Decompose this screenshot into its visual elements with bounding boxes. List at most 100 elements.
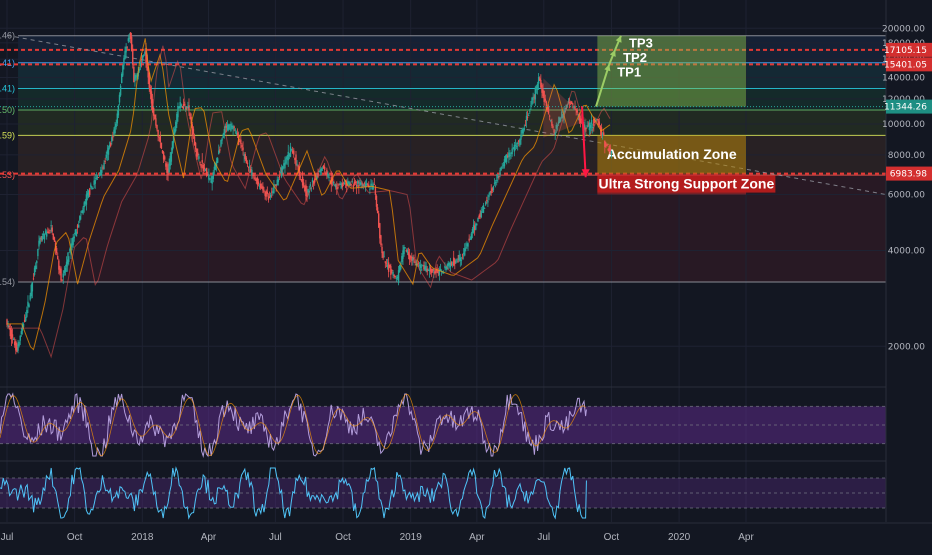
candle-body	[26, 310, 28, 317]
candle-body	[576, 110, 578, 113]
candle-body	[289, 146, 292, 157]
candle-body	[609, 148, 612, 153]
candle-body	[373, 184, 375, 185]
candle-body	[20, 331, 23, 335]
candle-body	[269, 194, 272, 197]
candle-body	[475, 223, 477, 230]
candle-body	[516, 142, 519, 144]
candle-body	[284, 162, 286, 169]
candle-body	[215, 161, 218, 167]
candle-body	[66, 259, 69, 265]
candle-body	[68, 256, 70, 262]
fib-level-label: 0.382(9206.59)	[0, 130, 15, 140]
candle-body	[178, 106, 180, 108]
candle-body	[9, 328, 12, 337]
candle-body	[407, 252, 410, 256]
candle-body	[29, 295, 31, 300]
candle-body	[64, 267, 67, 272]
candle-body	[565, 104, 567, 110]
candle-body	[391, 270, 393, 272]
candle-body	[291, 150, 294, 153]
candle-body	[389, 264, 391, 268]
candle-body	[93, 180, 95, 186]
candle-body	[160, 142, 163, 149]
candle-body	[417, 262, 420, 264]
candle-body	[332, 181, 335, 184]
candle-body	[175, 122, 177, 131]
candle-body	[414, 261, 416, 264]
candle-body	[432, 269, 434, 272]
time-tick-label: Oct	[67, 532, 83, 543]
candle-body	[187, 106, 189, 109]
candle-body	[498, 176, 500, 177]
candle-body	[194, 142, 197, 150]
candle-body	[143, 54, 145, 56]
candle-body	[531, 97, 533, 105]
candle-body	[425, 265, 427, 272]
candle-body	[282, 166, 284, 170]
candle-body	[383, 256, 385, 258]
fib-level-label: 0.786(15574.41)	[0, 58, 15, 68]
candle-body	[545, 101, 548, 109]
candle-body	[454, 260, 456, 264]
target-label-tp2: TP2	[623, 50, 647, 65]
target-zone	[597, 35, 746, 107]
candle-body	[366, 184, 369, 186]
candle-body	[240, 139, 242, 144]
candle-body	[117, 105, 120, 116]
candle-body	[244, 154, 246, 160]
candle-body	[267, 196, 270, 200]
candle-body	[111, 137, 113, 142]
candle-body	[268, 196, 271, 198]
price-level-badge	[886, 42, 932, 57]
candle-body	[72, 237, 74, 245]
candle-body	[202, 164, 205, 171]
candle-body	[69, 248, 71, 252]
projection-arrowhead	[615, 35, 622, 43]
candle-body	[569, 102, 572, 104]
candle-body	[44, 231, 47, 234]
candle-body	[594, 120, 596, 122]
candle-body	[199, 161, 201, 164]
candle-body	[448, 263, 450, 266]
candle-body	[203, 167, 206, 169]
candle-body	[580, 118, 583, 120]
candle-body	[534, 87, 537, 100]
candle-body	[293, 150, 295, 155]
candle-body	[209, 178, 211, 180]
candle-body	[558, 117, 561, 123]
projection-path	[595, 64, 611, 107]
candle-body	[273, 185, 275, 194]
candle-body	[579, 118, 582, 123]
candle-body	[599, 125, 602, 129]
candle-body	[543, 90, 545, 102]
candle-body	[587, 125, 589, 127]
candle-body	[539, 78, 541, 81]
time-tick-label: Apr	[469, 532, 485, 543]
fib-level-label: 0.618(12926.41)	[0, 84, 15, 94]
down-arrowhead	[581, 169, 590, 178]
candle-body	[472, 224, 475, 233]
candle-body	[10, 329, 13, 339]
candle-body	[438, 269, 441, 276]
current-price-badge-text: 11344.26	[884, 103, 927, 113]
candle-body	[232, 126, 234, 130]
candle-body	[159, 135, 162, 143]
candle-body	[193, 136, 196, 146]
candle-body	[266, 191, 269, 195]
candle-body	[224, 125, 227, 128]
candle-body	[243, 155, 245, 156]
candle-body	[325, 172, 327, 175]
candle-body	[135, 74, 137, 79]
candle-body	[573, 107, 575, 109]
candle-body	[426, 268, 428, 272]
candle-body	[528, 115, 530, 116]
candle-body	[86, 192, 89, 196]
candle-body	[482, 205, 485, 213]
candle-body	[418, 264, 421, 266]
candle-body	[191, 124, 194, 136]
candle-body	[378, 213, 380, 228]
candle-body	[467, 243, 469, 247]
candle-body	[497, 174, 499, 179]
